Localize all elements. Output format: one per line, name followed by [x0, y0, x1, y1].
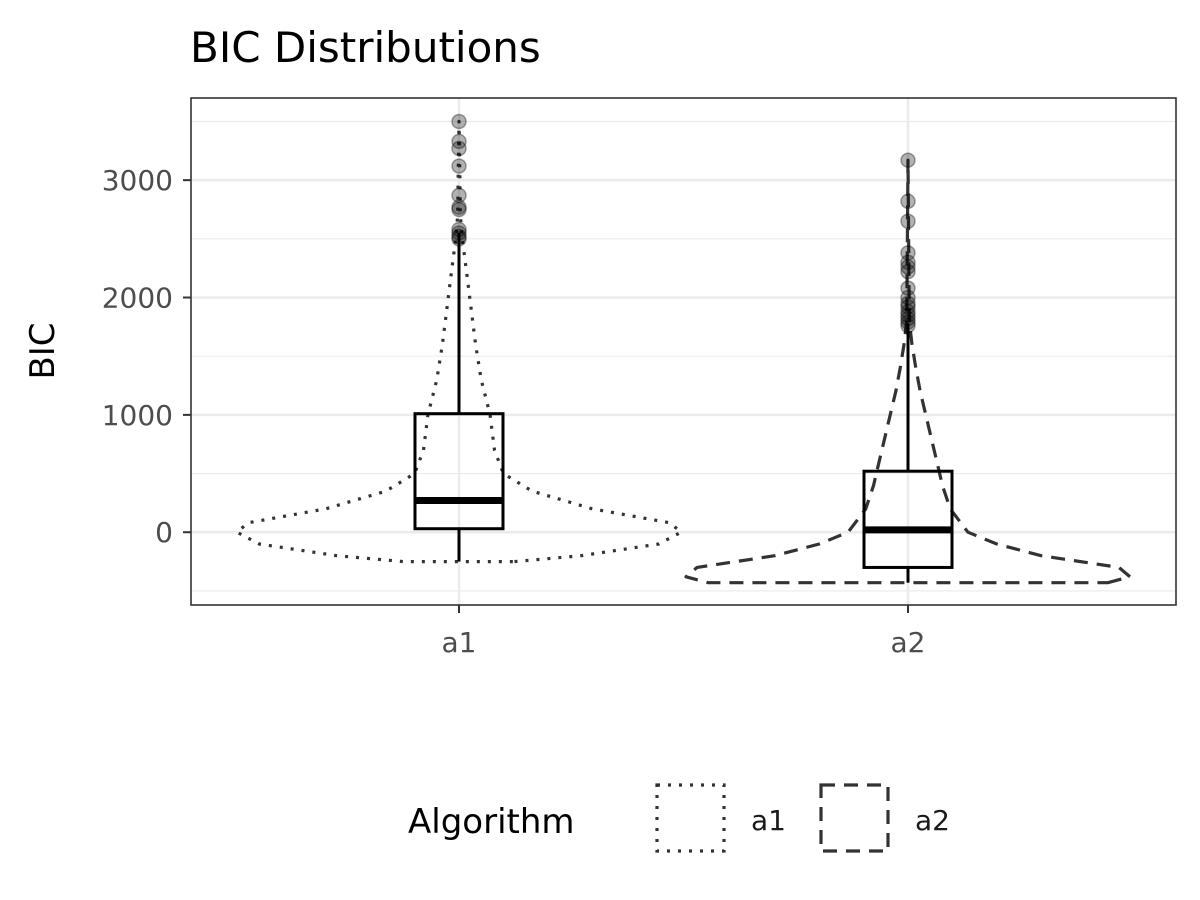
outlier-point-a2 [900, 299, 916, 315]
outlier-point-a2 [900, 245, 916, 261]
outlier-point-a1 [451, 225, 467, 241]
outlier-point-a1 [451, 113, 467, 130]
violin-layer [235, 119, 1132, 585]
outlier-point-a2 [900, 193, 916, 210]
axes: 0 1000 2000 3000 a1 a2 [102, 164, 926, 659]
outlier-point-a2 [900, 280, 916, 296]
y-axis-title: BIC [23, 322, 63, 379]
outlier-point-a1 [451, 221, 467, 238]
chart-title: BIC Distributions [190, 23, 541, 72]
legend-key-a2 [819, 783, 890, 853]
outlier-point-a1 [451, 187, 467, 204]
box-a2 [862, 469, 954, 569]
outlier-point-a2 [900, 307, 916, 323]
outlier-point-a2 [900, 310, 916, 327]
legend-label-a1: a1 [751, 804, 786, 837]
outlier-point-a1 [451, 228, 467, 245]
boxplot-layer [413, 232, 954, 583]
violin-a2 [684, 158, 1132, 585]
outlier-point-a2 [900, 259, 916, 275]
y-tick-label: 0 [155, 516, 173, 549]
box-a1 [413, 412, 505, 531]
outlier-point-a2 [900, 295, 916, 312]
x-tick-label: a2 [891, 626, 926, 659]
plot-panel-border [190, 97, 1177, 606]
outlier-point-a1 [451, 133, 467, 150]
outlier-point-a2 [900, 254, 916, 271]
outlier-point-a2 [900, 317, 916, 334]
legend-key-a1 [655, 783, 726, 853]
outlier-point-a2 [900, 314, 916, 330]
outlier-layer [451, 113, 916, 334]
outlier-point-a2 [900, 263, 916, 280]
legend-title: Algorithm [408, 802, 575, 842]
y-tick-label: 2000 [102, 282, 173, 315]
outlier-point-a2 [900, 289, 916, 306]
x-tick-label: a1 [442, 626, 477, 659]
plot-panel-background [191, 98, 1176, 605]
legend-label-a2: a2 [915, 804, 950, 837]
y-tick-label: 1000 [102, 399, 173, 432]
outlier-point-a1 [451, 140, 467, 157]
outlier-point-a1 [451, 158, 467, 174]
outlier-point-a1 [451, 201, 467, 218]
outlier-point-a1 [451, 199, 467, 215]
outlier-point-a2 [900, 213, 916, 229]
legend: Algorithm a1 a2 [408, 783, 950, 853]
outlier-point-a2 [900, 152, 916, 168]
y-tick-label: 3000 [102, 164, 173, 197]
outlier-point-a1 [451, 231, 467, 247]
outlier-point-a2 [900, 303, 916, 320]
